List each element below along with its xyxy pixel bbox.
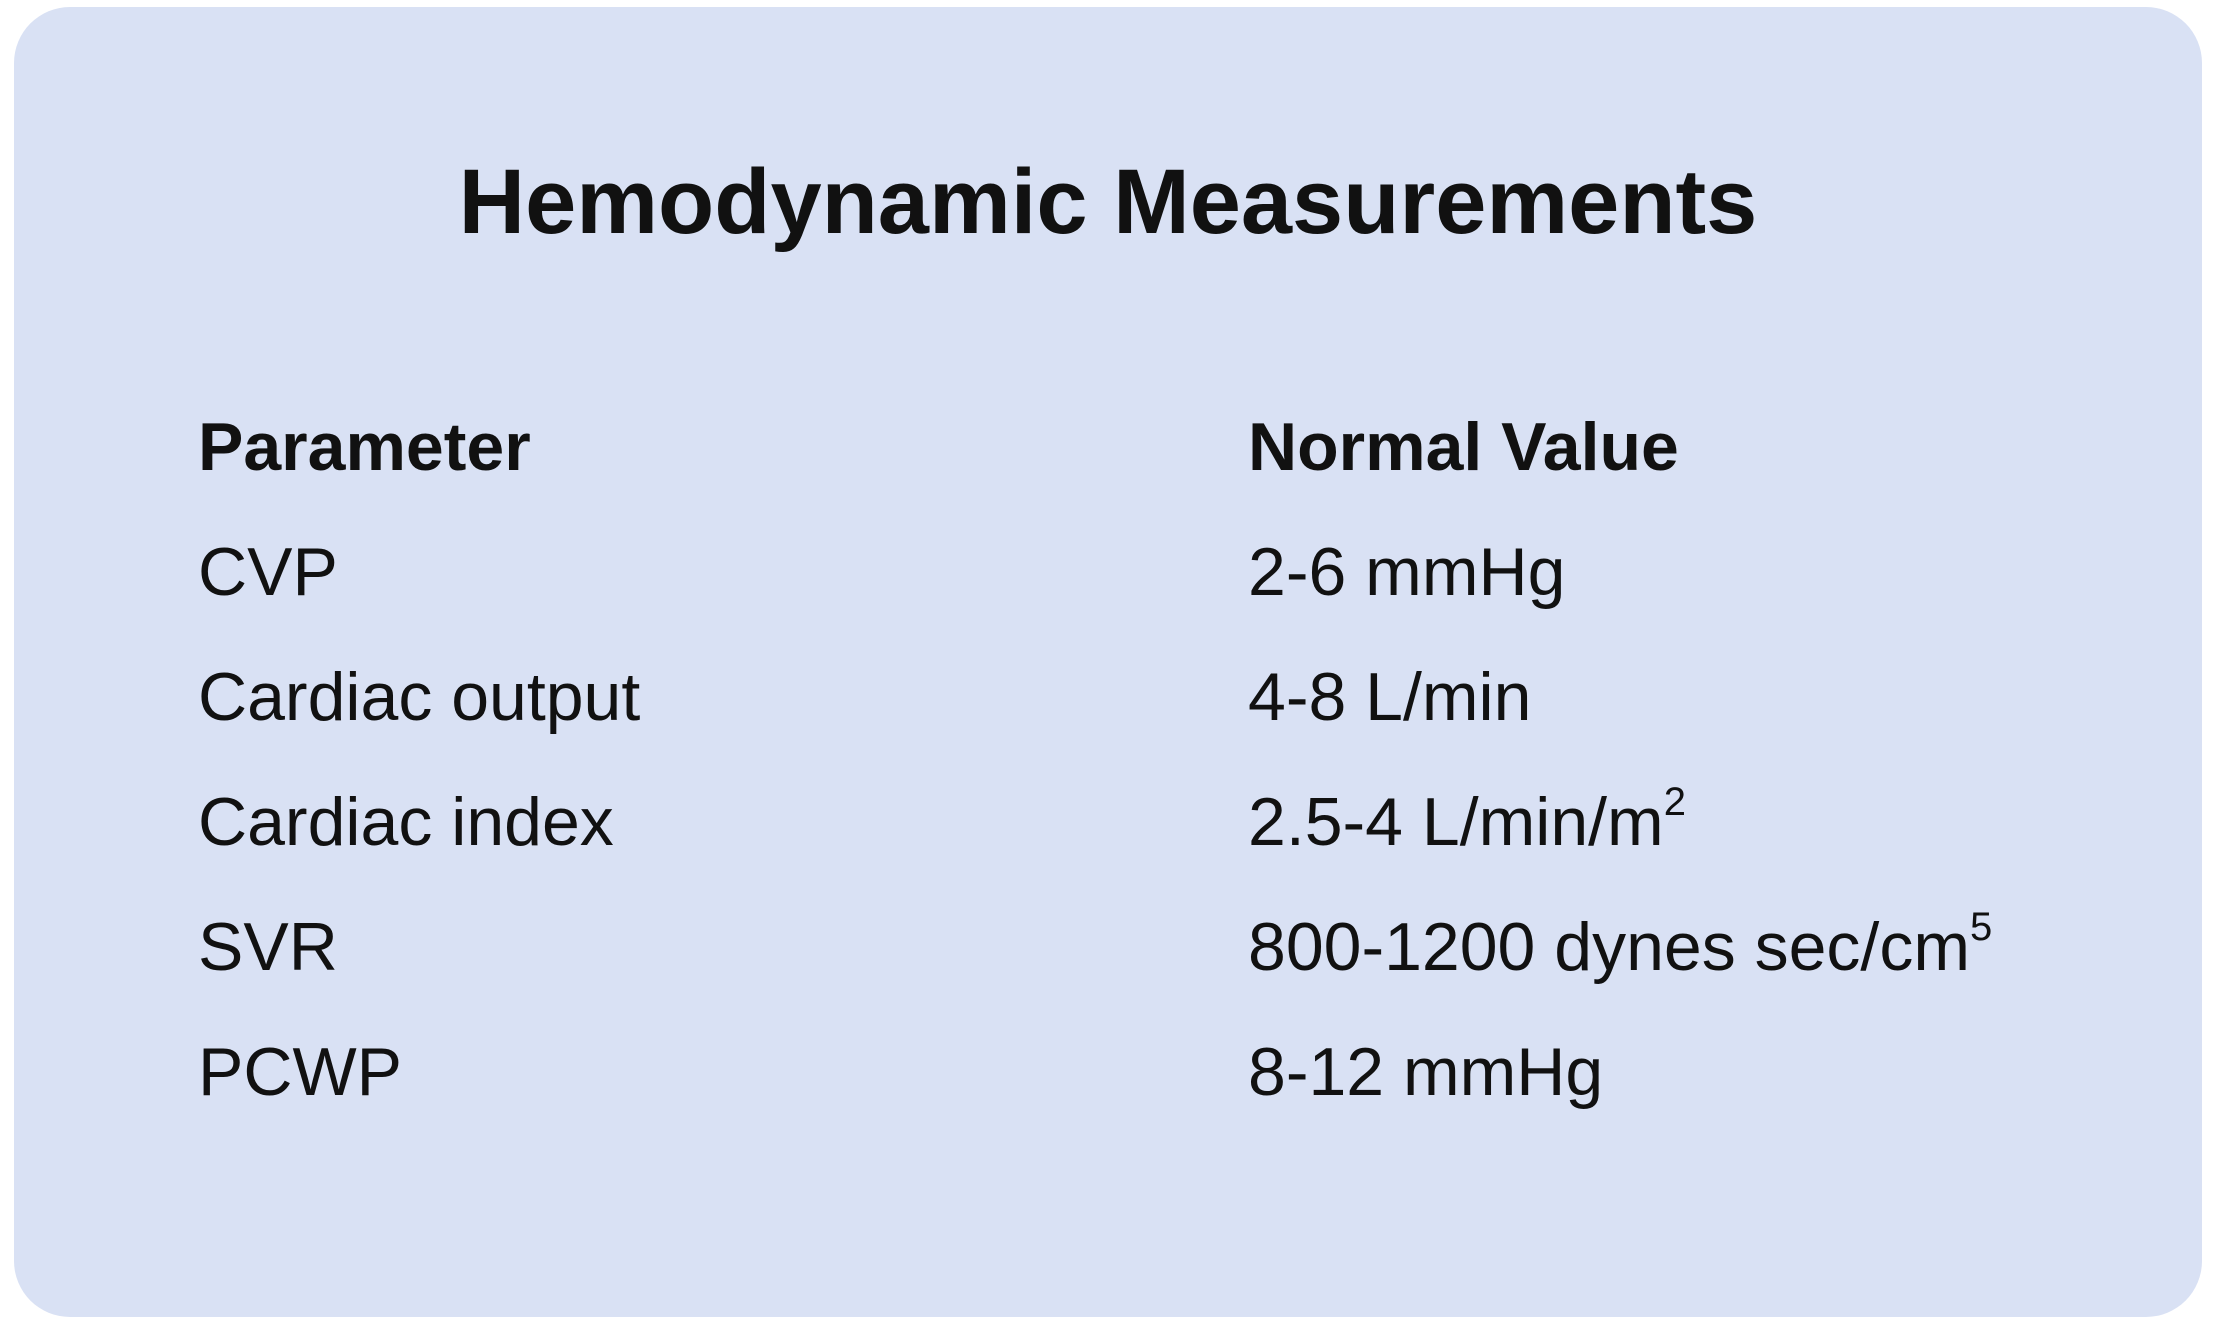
table-cell: 4-8 L/min — [1248, 659, 1532, 735]
superscript: 5 — [1969, 905, 1993, 949]
superscript: 2 — [1663, 780, 1686, 824]
table-cell: 8-12 mmHg — [1248, 1034, 1604, 1110]
table-cell: 2-6 mmHg — [1248, 534, 1566, 610]
table-cell: PCWP — [198, 1034, 402, 1110]
table-cell: CVP — [198, 534, 338, 610]
title: Hemodynamic Measurements — [458, 151, 1758, 253]
table-cell: SVR — [198, 909, 338, 985]
table-cell: Cardiac output — [198, 659, 641, 735]
table-cell: 800-1200 dynes sec/cm5 — [1248, 907, 1992, 987]
column-header: Parameter — [198, 409, 531, 485]
card: Hemodynamic Measurements Parameter Normal… — [14, 7, 2202, 1317]
column-header: Normal Value — [1248, 409, 1679, 485]
table-cell: 2.5-4 L/min/m2 — [1248, 782, 1686, 862]
cell-text: 800-1200 dynes sec/cm — [1248, 909, 1970, 985]
cell-text: 2.5-4 L/min/m — [1248, 784, 1664, 860]
table-cell: Cardiac index — [198, 784, 614, 860]
